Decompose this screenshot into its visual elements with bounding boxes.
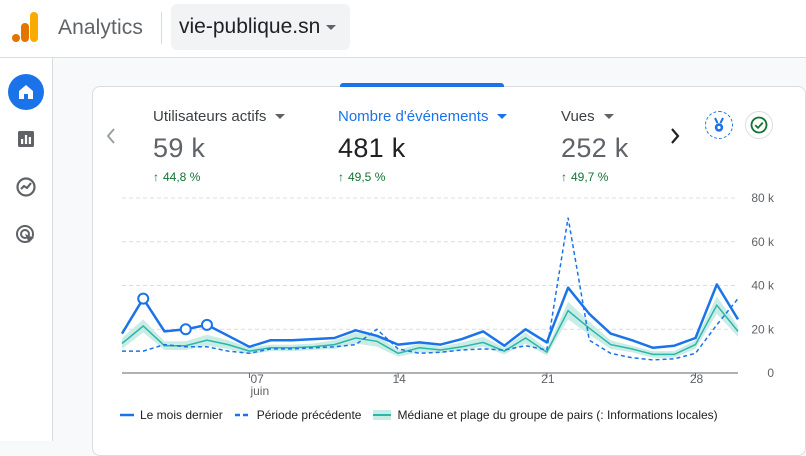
x-tick-label: 07	[250, 372, 264, 386]
nav-advertising[interactable]	[8, 217, 44, 253]
metric-views[interactable]: Vues 252 k ↑ 49,7 %	[561, 108, 629, 184]
data-point-marker	[179, 323, 192, 336]
insights-badge-icon	[714, 117, 724, 132]
metric-active-users[interactable]: Utilisateurs actifs 59 k ↑ 44,8 %	[153, 108, 286, 184]
status-button[interactable]	[745, 111, 773, 139]
legend-benchmark[interactable]: Médiane et plage du groupe de pairs (: I…	[373, 408, 718, 422]
sidebar-nav	[0, 58, 53, 441]
home-icon	[19, 85, 33, 99]
metric-label: Utilisateurs actifs	[153, 108, 267, 125]
metric-change: 44,8 %	[163, 170, 201, 184]
metric-value: 252 k	[561, 133, 629, 163]
y-tick-label: 20 k	[751, 322, 775, 336]
caret-down-icon	[275, 114, 286, 119]
caret-down-icon	[603, 114, 614, 119]
chart-legend: Le mois dernier Période précédente Média…	[120, 408, 730, 422]
reports-icon	[18, 131, 34, 147]
metric-label: Vues	[561, 108, 595, 125]
y-tick-label: 0	[767, 366, 774, 380]
legend-dashed-line-icon	[234, 413, 251, 417]
analytics-logo[interactable]	[12, 12, 40, 42]
nav-reports[interactable]	[8, 121, 44, 157]
legend-previous[interactable]: Période précédente	[234, 408, 362, 422]
x-tick-label: 28	[690, 372, 704, 386]
title-divider	[161, 12, 162, 44]
metric-value: 59 k	[153, 133, 206, 163]
legend-current[interactable]: Le mois dernier	[120, 408, 223, 422]
y-tick-label: 80 k	[751, 191, 775, 205]
legend-label: Période précédente	[256, 408, 362, 422]
nav-explore[interactable]	[8, 169, 44, 205]
metric-change: 49,7 %	[571, 170, 609, 184]
y-tick-label: 60 k	[751, 235, 775, 249]
metric-change: 49,5 %	[348, 170, 386, 184]
previous-period-line	[122, 217, 739, 361]
chevron-right-icon[interactable]	[668, 126, 682, 146]
metric-label: Nombre d'événements	[338, 108, 489, 125]
caret-down-icon	[326, 24, 337, 30]
benchmark-range-area	[122, 296, 738, 358]
chevron-left-icon[interactable]	[104, 126, 118, 146]
x-tick-label: 14	[392, 372, 406, 386]
data-point-marker	[200, 318, 213, 331]
legend-band-icon	[373, 410, 392, 420]
x-tick-sublabel: juin	[249, 384, 269, 398]
property-name: vie-publique.sn	[179, 15, 321, 38]
nav-home[interactable]	[8, 74, 44, 110]
arrow-up-icon: ↑	[153, 170, 159, 184]
benchmark-median-line	[121, 303, 739, 356]
arrow-up-icon: ↑	[561, 170, 567, 184]
insights-button[interactable]	[705, 111, 733, 139]
metric-event-count[interactable]: Nombre d'événements 481 k ↑ 49,5 %	[338, 108, 508, 184]
overview-card	[92, 86, 806, 456]
top-bar: Analytics vie-publique.sn	[0, 0, 806, 58]
advertising-icon	[16, 225, 34, 243]
data-point-marker	[137, 292, 150, 305]
caret-down-icon	[497, 114, 508, 119]
property-selector[interactable]: vie-publique.sn	[171, 4, 351, 50]
arrow-up-icon: ↑	[338, 170, 344, 184]
legend-label: Le mois dernier	[140, 408, 223, 422]
metric-value: 481 k	[338, 133, 406, 163]
legend-solid-line-icon	[120, 413, 134, 417]
app-title: Analytics	[58, 16, 143, 39]
explore-icon	[16, 177, 36, 197]
y-tick-label: 40 k	[751, 279, 775, 293]
x-tick-label: 21	[541, 372, 555, 386]
legend-label: Médiane et plage du groupe de pairs (: I…	[397, 408, 718, 422]
active-tab-indicator	[340, 83, 504, 87]
current-period-line	[120, 283, 740, 350]
check-circle-icon	[750, 116, 768, 134]
